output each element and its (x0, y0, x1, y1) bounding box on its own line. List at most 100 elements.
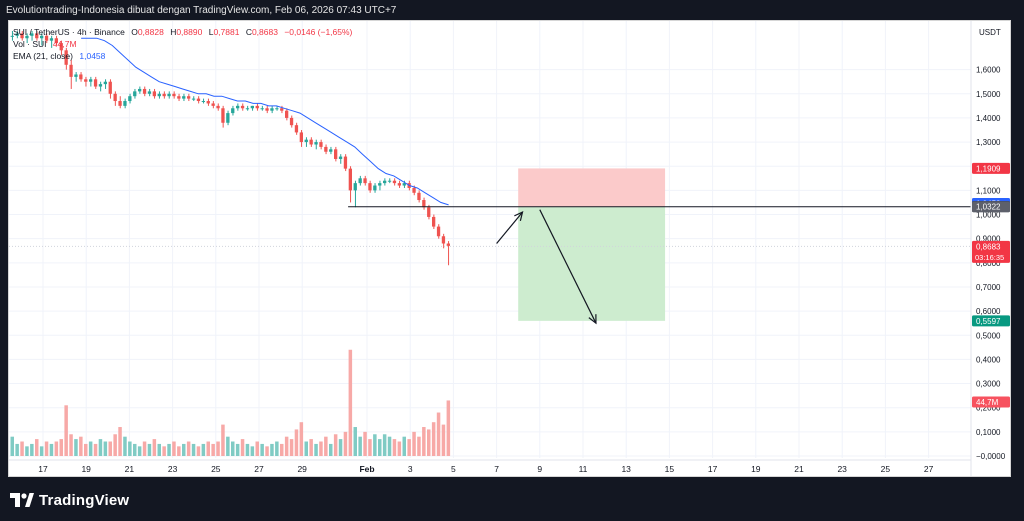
candle-body (133, 91, 137, 97)
candle-body (74, 74, 78, 77)
price-tick-label: 0,3000 (976, 380, 1001, 389)
volume-bar (118, 427, 122, 456)
price-tick-label: 0,4000 (976, 355, 1001, 364)
vol-label[interactable]: Vol · SUI (13, 39, 47, 49)
tradingview-logo[interactable]: TradingView (10, 491, 129, 509)
volume-bar (284, 436, 289, 456)
time-tick-label: 3 (408, 464, 413, 474)
volume-bar (265, 446, 269, 456)
volume-bar (392, 439, 397, 456)
volume-bar (172, 441, 176, 456)
candle-body (128, 96, 132, 102)
volume-bar (49, 443, 54, 456)
price-tick-label: 1,4000 (976, 114, 1001, 123)
time-tick-label: 27 (924, 464, 934, 474)
price-tick-label: 0,2000 (976, 404, 1001, 413)
ema-label[interactable]: EMA (21, close) (13, 51, 73, 61)
candle-body (59, 43, 63, 51)
time-tick-label: 29 (297, 464, 307, 474)
ema-21-line (81, 37, 449, 206)
price-axis: USDT1,60001,50001,40001,30001,20001,1000… (970, 21, 1006, 476)
volume-bar (201, 443, 206, 456)
candle-body (142, 88, 147, 94)
volume-bar (250, 446, 255, 456)
time-tick-label: 7 (494, 464, 499, 474)
drawn-arrows (496, 209, 597, 325)
price-chart[interactable]: USDT1,60001,50001,40001,30001,20001,1000… (9, 21, 1011, 477)
volume-bar (152, 439, 157, 456)
candle-body (93, 79, 98, 87)
time-tick-label: 25 (211, 464, 221, 474)
candle-body (157, 93, 161, 97)
candle-body (373, 185, 377, 191)
high-label: H (170, 27, 177, 37)
volume-bar (10, 436, 14, 456)
price-badges: 1,19091,04581,03281,03220,868303:16:350,… (972, 162, 1010, 408)
chart-attribution: Evolutiontrading-Indonesia dibuat dengan… (0, 0, 1024, 22)
candle-body (387, 180, 392, 182)
candle-body (417, 192, 421, 201)
candle-body (231, 108, 235, 114)
candle-body (358, 178, 362, 184)
volume-bar (412, 431, 416, 456)
volume-bar (329, 443, 333, 456)
candle-body (108, 81, 112, 94)
vol-value: 44,7M (52, 39, 77, 49)
candle-body (89, 79, 93, 82)
volume-bars (10, 349, 451, 456)
time-tick-label: 11 (579, 464, 588, 474)
arrow-line (496, 211, 523, 244)
time-tick-label: 23 (837, 464, 847, 474)
candle-body (201, 101, 205, 103)
chart-legend: SUI / TetherUS · 4h · Binance O0,8828 H0… (13, 26, 352, 62)
ema-row: EMA (21, close) 1,0458 (13, 50, 352, 62)
time-tick-label: Feb (359, 464, 374, 474)
candle-body (309, 139, 313, 145)
volume-bar (196, 446, 201, 456)
volume-bar (343, 431, 348, 456)
price-badge (972, 396, 1010, 408)
volume-bar (427, 429, 431, 456)
volume-bar (304, 441, 308, 456)
arrow-head (588, 314, 597, 325)
price-tick-label: 1,1000 (976, 186, 1001, 195)
price-tick-label: −0,0000 (976, 452, 1006, 461)
volume-bar (133, 443, 137, 456)
candle-body (118, 101, 122, 106)
price-badge-countdown: 03:16:35 (975, 253, 1004, 262)
volume-bar (88, 441, 93, 456)
candle-body (265, 108, 269, 111)
candle-body (432, 216, 436, 227)
symbol-label[interactable]: SUI / TetherUS · 4h · Binance (13, 27, 125, 37)
candle-body (147, 91, 152, 94)
candle-body (226, 113, 230, 123)
volume-bar (270, 443, 274, 456)
volume-bar (333, 434, 338, 456)
price-tick-label: 1,3000 (976, 138, 1001, 147)
candle-body (280, 108, 284, 111)
arrow-head (514, 211, 524, 221)
candle-body (54, 38, 58, 44)
risk-zone (518, 168, 666, 207)
candle-body (20, 33, 24, 39)
open-value: 0,8828 (137, 27, 164, 37)
candle-body (103, 81, 107, 85)
candle-body (329, 149, 333, 152)
price-badge (972, 315, 1010, 327)
volume-bar (319, 441, 323, 456)
price-tick-label: 1,5000 (976, 90, 1001, 99)
volume-bar (407, 439, 411, 456)
candle-body (250, 105, 254, 109)
ema-line (81, 37, 449, 206)
price-badge (972, 201, 1010, 213)
time-tick-label: 25 (881, 464, 891, 474)
volume-bar (39, 446, 44, 456)
candle-body (236, 105, 240, 109)
candle-body (216, 105, 220, 109)
time-tick-label: 21 (125, 464, 135, 474)
chart-panel[interactable]: USDT1,60001,50001,40001,30001,20001,1000… (8, 20, 1011, 477)
time-tick-label: 19 (81, 464, 91, 474)
volume-bar (358, 436, 362, 456)
change-value: −0,0146 (−1,65%) (284, 27, 353, 37)
volume-bar (35, 439, 39, 456)
